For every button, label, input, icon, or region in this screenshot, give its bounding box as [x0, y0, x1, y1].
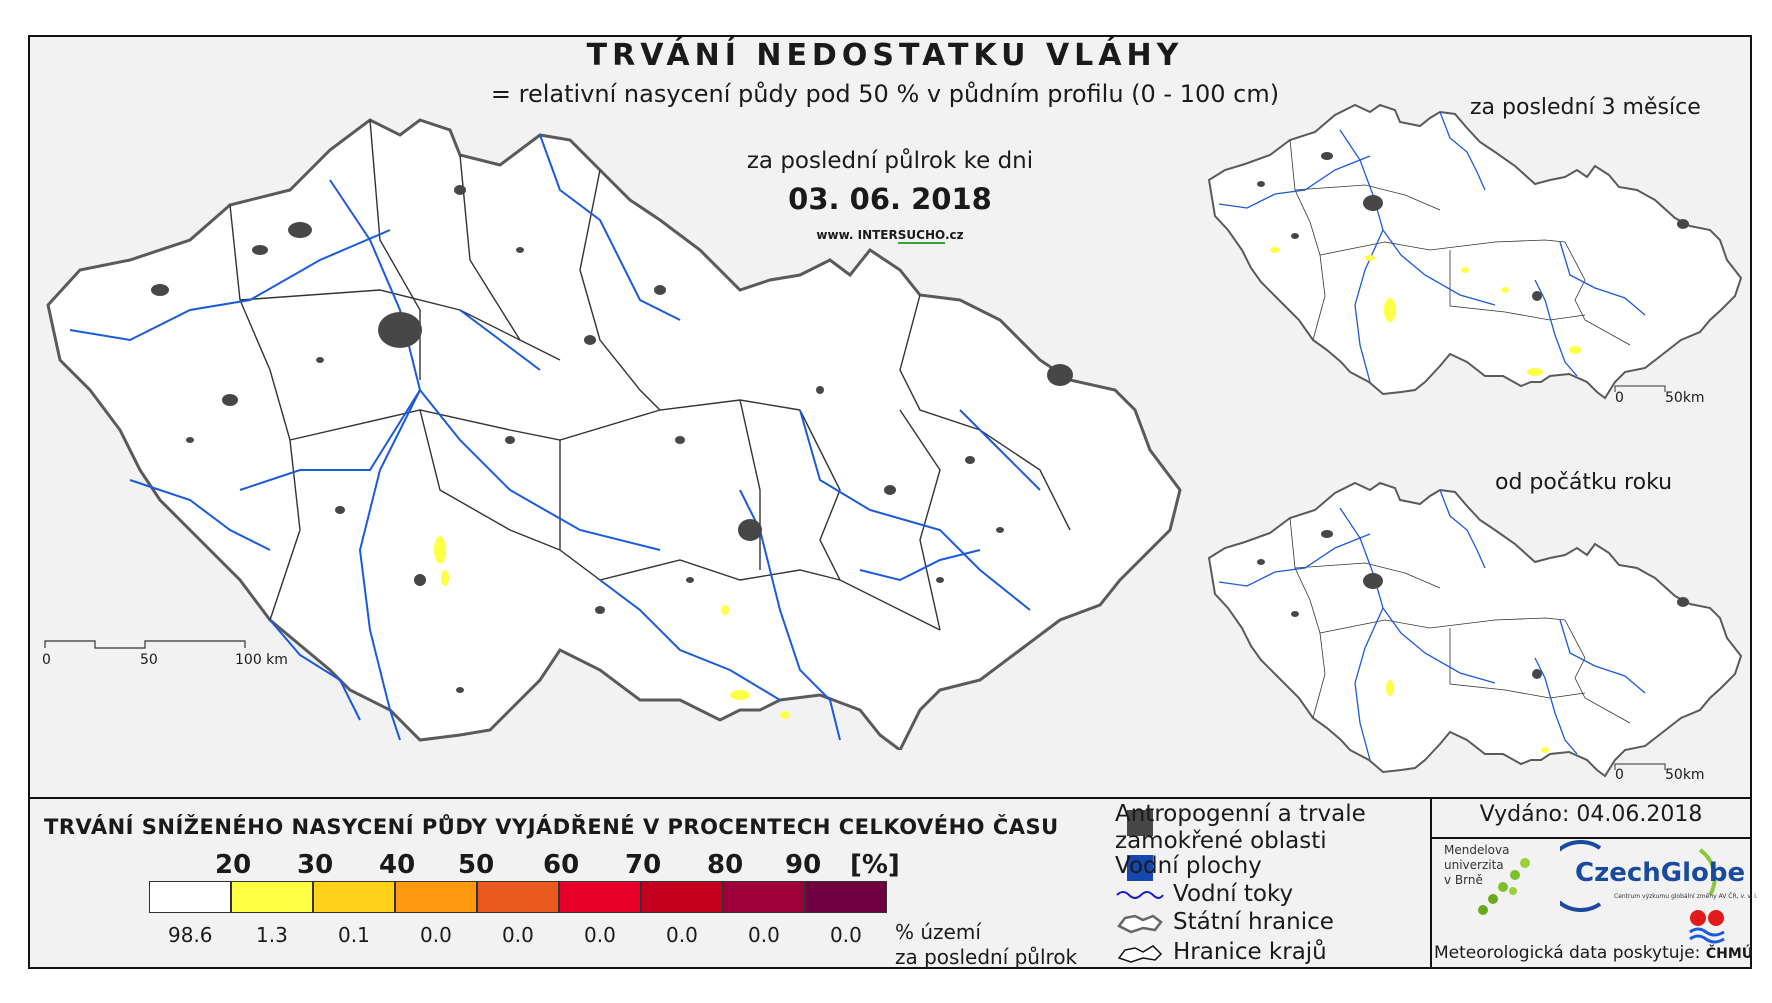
scale-label-50: 50 — [140, 652, 158, 668]
legend-tick-unit: [%] — [850, 850, 900, 880]
legend-tick: 90 — [785, 850, 822, 880]
map-date: 03. 06. 2018 — [788, 182, 992, 216]
inset-3-months-scale-0: 0 — [1615, 390, 1624, 406]
legend-tick: 80 — [707, 850, 744, 880]
czechglobe-arc-icon — [1560, 840, 1717, 912]
scale-label-100: 100 km — [235, 652, 288, 668]
key-state-border: Státní hranice — [1173, 909, 1334, 935]
urban-areas — [151, 185, 1073, 693]
data-provider: Meteorologická data poskytuje: ČHMÚ — [1434, 943, 1754, 963]
legend-tick: 30 — [297, 850, 334, 880]
anthropogenic-area-swatch — [1127, 810, 1153, 836]
key-water-bodies: Vodní plochy — [1115, 853, 1262, 879]
key-region-border: Hranice krajů — [1173, 939, 1327, 965]
inset-year-scale-50: 50km — [1665, 767, 1705, 783]
inset-year-label: od počátku roku — [1495, 470, 1673, 495]
legend-color-box — [231, 881, 313, 913]
legend-color-box — [723, 881, 805, 913]
scale-bar — [44, 640, 246, 649]
legend-share: 0.0 — [502, 923, 534, 947]
legend-tick: 40 — [379, 850, 416, 880]
legend-color-box — [149, 881, 231, 913]
legend-color-box — [477, 881, 559, 913]
website-link[interactable]: www. INTERSUCHO.cz — [816, 228, 964, 244]
legend-color-box — [559, 881, 641, 913]
scale-label-0: 0 — [42, 652, 51, 668]
publisher-inner-divider — [1430, 837, 1752, 839]
legend-share: 0.0 — [584, 923, 616, 947]
czechglobe-subtitle: Centrum výzkumu globální změny AV ČR, v.… — [1614, 893, 1758, 900]
legend-share: 1.3 — [256, 923, 288, 947]
legend-color-box — [641, 881, 723, 913]
key-rivers: Vodní toky — [1173, 881, 1294, 907]
legend-tick: 60 — [543, 850, 580, 880]
legend-title: TRVÁNÍ SNÍŽENÉHO NASYCENÍ PŮDY VYJÁDŘENÉ… — [44, 815, 1059, 839]
inset-3-months-label: za poslední 3 měsíce — [1470, 95, 1701, 120]
rivers — [69, 134, 1041, 741]
country-outline — [46, 118, 1182, 750]
dry-spots — [434, 536, 790, 719]
issued-date: Vydáno: 04.06.2018 — [1479, 802, 1703, 827]
legend-share: 0.0 — [420, 923, 452, 947]
legend-tick: 20 — [215, 850, 252, 880]
inset-year-scale-0: 0 — [1615, 767, 1624, 783]
river-symbol — [1116, 891, 1164, 899]
legend-share: 0.0 — [748, 923, 780, 947]
inset-map-year — [1207, 481, 1743, 778]
region-border-symbol — [1117, 945, 1163, 963]
legend-divider — [28, 797, 1752, 799]
inset-map-3-months — [1207, 103, 1743, 400]
legend-note: % území za poslední půlrok — [895, 920, 1078, 969]
water-body-swatch — [1127, 855, 1153, 881]
legend-share: 0.1 — [338, 923, 370, 947]
main-map — [44, 118, 1182, 750]
legend-color-box — [805, 881, 887, 913]
page-subtitle: = relativní nasycení půdy pod 50 % v půd… — [490, 80, 1280, 108]
legend-tick: 50 — [458, 850, 495, 880]
legend-share: 0.0 — [666, 923, 698, 947]
inset-3-months-scale-50: 50km — [1665, 390, 1705, 406]
chmu-label: ČHMÚ — [1705, 946, 1754, 962]
legend-color-box — [395, 881, 477, 913]
mendel-university-logo: Mendelova univerzita v Brně — [1444, 843, 1510, 887]
legend-color-box — [313, 881, 395, 913]
key-anthropogenic: Antropogenní a trvale zamokřené oblasti — [1115, 801, 1366, 854]
czechglobe-logo: CzechGlobe — [1575, 858, 1746, 888]
publisher-divider — [1430, 797, 1432, 969]
chmu-logo-icon — [1689, 910, 1725, 944]
legend-share: 98.6 — [168, 923, 213, 947]
period-label: za poslední půlrok ke dni — [746, 148, 1034, 174]
state-border-symbol — [1117, 914, 1163, 934]
legend-tick: 70 — [625, 850, 662, 880]
mendel-dots-icon — [1478, 858, 1530, 915]
legend-share: 0.0 — [830, 923, 862, 947]
page-title: TRVÁNÍ NEDOSTATKU VLÁHY — [586, 38, 1184, 73]
